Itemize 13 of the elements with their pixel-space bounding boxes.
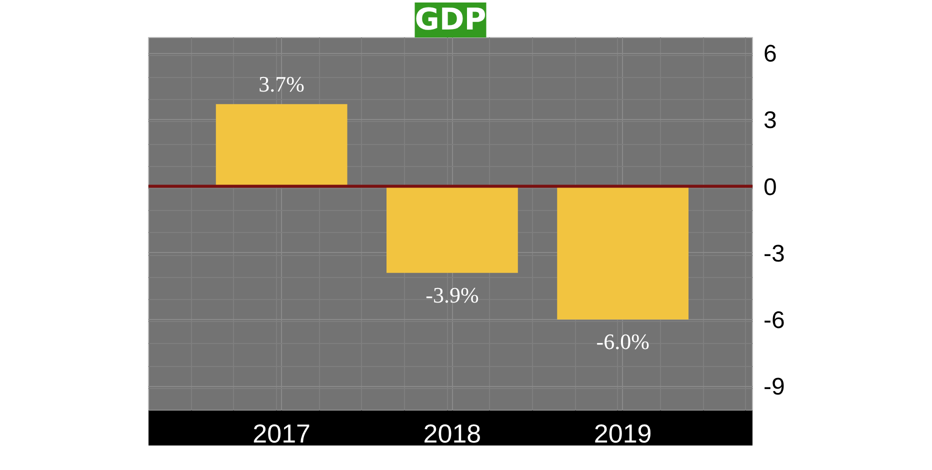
y-tick-label: -3 <box>764 240 785 268</box>
y-tick-label: 0 <box>764 174 777 201</box>
data-label: -3.9% <box>426 282 479 308</box>
y-tick-label: 6 <box>764 40 777 68</box>
x-tick-label: 2017 <box>252 418 311 448</box>
y-tick-label: 3 <box>764 107 777 134</box>
data-label: -6.0% <box>596 329 650 354</box>
y-tick-label: -9 <box>764 374 785 401</box>
data-label: 3.7% <box>258 72 304 97</box>
chart-title: GDP <box>414 2 486 38</box>
y-tick-label: -6 <box>764 306 785 334</box>
x-tick-label: 2019 <box>594 418 652 448</box>
x-tick-label: 2018 <box>423 418 482 448</box>
